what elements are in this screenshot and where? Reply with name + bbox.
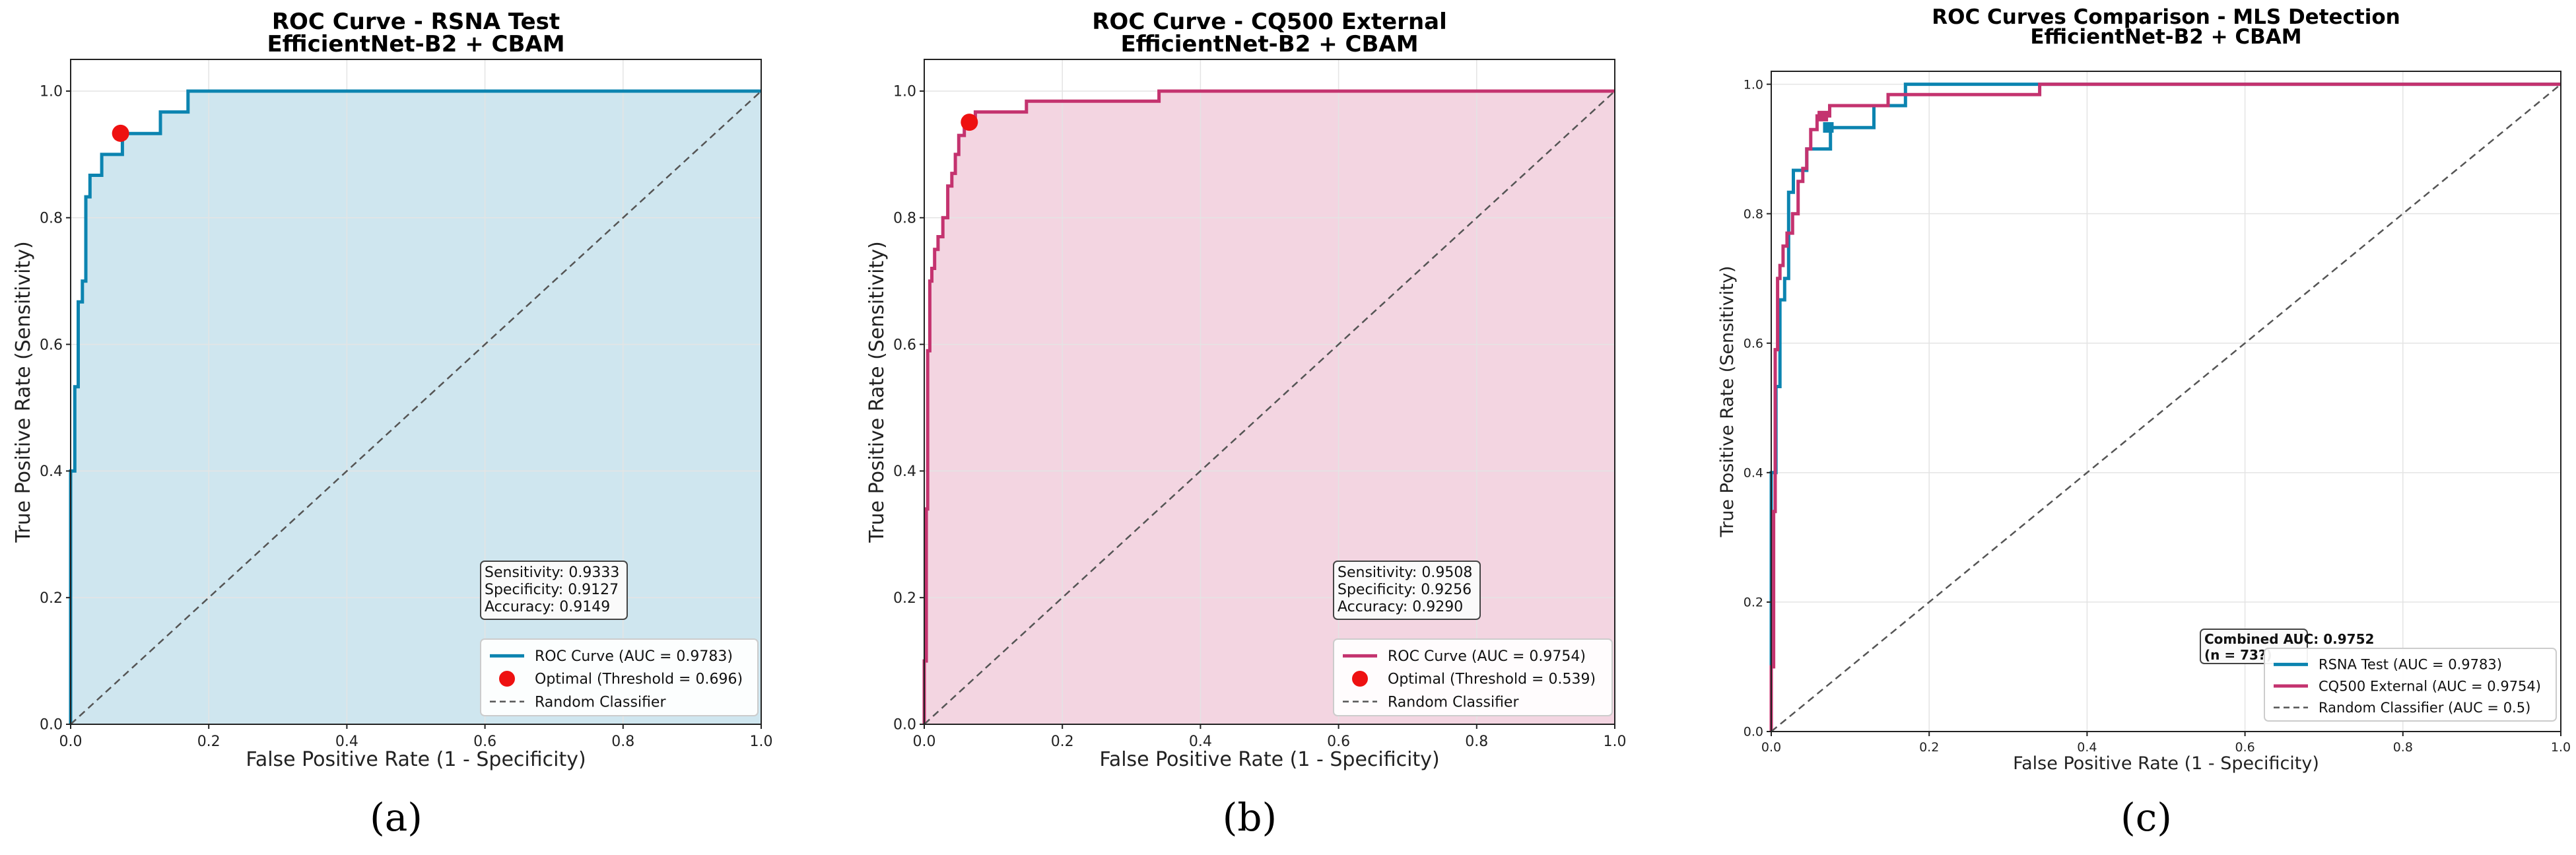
metrics-annotation-text: Specificity: 0.9256 xyxy=(1338,582,1472,598)
legend-label: ROC Curve (AUC = 0.9754) xyxy=(1388,648,1586,665)
panel-label: (b) xyxy=(1223,795,1277,840)
metrics-annotation-text: Accuracy: 0.9149 xyxy=(485,599,610,615)
x-tick-label: 0.0 xyxy=(1761,740,1781,755)
y-axis-label: True Positive Rate (Sensitivity) xyxy=(865,241,889,543)
optimal-point-marker xyxy=(1823,122,1834,133)
x-axis-label: False Positive Rate (1 - Specificity) xyxy=(1099,748,1439,771)
plot-area xyxy=(1771,71,2561,732)
metrics-annotation-text: Specificity: 0.9127 xyxy=(485,582,619,598)
y-tick-label: 0.4 xyxy=(1744,465,1763,480)
random-classifier-line xyxy=(70,90,762,725)
y-tick-label: 1.0 xyxy=(1744,77,1763,92)
legend-label: Random Classifier xyxy=(535,694,666,710)
legend-label: CQ500 External (AUC = 0.9754) xyxy=(2319,678,2541,694)
x-tick-label: 1.0 xyxy=(750,734,773,750)
legend-label: Random Classifier xyxy=(1388,694,1519,710)
chart-title: ROC Curve - RSNA Test xyxy=(272,9,560,35)
chart-title: ROC Curves Comparison - MLS Detection xyxy=(1932,5,2400,29)
x-tick-label: 0.8 xyxy=(2393,740,2413,755)
metrics-annotation-text: (n = 73?) xyxy=(2204,647,2272,663)
y-axis-label: True Positive Rate (Sensitivity) xyxy=(12,241,35,543)
legend-marker-swatch xyxy=(1352,671,1368,687)
legend-label: Optimal (Threshold = 0.539) xyxy=(1388,671,1596,688)
y-tick-label: 0.4 xyxy=(893,463,916,480)
y-tick-label: 0.8 xyxy=(893,210,916,226)
x-axis-label: False Positive Rate (1 - Specificity) xyxy=(246,748,586,771)
legend-box xyxy=(1333,638,1613,716)
legend-label: Random Classifier (AUC = 0.5) xyxy=(2319,700,2530,716)
roc-curve-line xyxy=(1769,83,2561,732)
x-tick-label: 0.6 xyxy=(2235,740,2254,755)
axes-frame xyxy=(70,59,762,725)
x-tick-label: 0.0 xyxy=(59,734,83,750)
axes-frame xyxy=(1771,71,2561,732)
chart-panel-3: 0.0 0.2 0.4 0.6 0.8 1.0 0.0 0.2 0.4 0.6 0.8 1.0 ROC … xyxy=(1717,5,2571,840)
panel-label: (c) xyxy=(2120,795,2172,840)
metrics-annotation-text: Combined AUC: 0.9752 xyxy=(2204,631,2374,647)
x-tick-label: 0.2 xyxy=(1919,740,1939,755)
random-classifier-line xyxy=(924,90,1615,725)
x-tick-label: 0.2 xyxy=(197,734,220,750)
x-tick-label: 0.4 xyxy=(1189,734,1212,750)
optimal-point-marker xyxy=(961,114,978,131)
metrics-annotation-text: Accuracy: 0.9290 xyxy=(1338,599,1463,615)
panel-label: (a) xyxy=(370,795,423,840)
legend-label: RSNA Test (AUC = 0.9783) xyxy=(2319,657,2502,673)
x-tick-label: 0.8 xyxy=(1465,734,1488,750)
x-tick-label: 0.0 xyxy=(913,734,936,750)
x-tick-label: 1.0 xyxy=(2551,740,2571,755)
roc-curve-line xyxy=(1769,83,2561,732)
y-tick-label: 0.2 xyxy=(40,590,63,607)
roc-curve-line xyxy=(69,89,761,724)
y-tick-label: 0.8 xyxy=(40,210,63,226)
optimal-point-marker xyxy=(1817,110,1829,121)
axes-frame xyxy=(924,59,1615,725)
legend-box xyxy=(480,638,759,716)
metrics-annotation-text: Sensitivity: 0.9508 xyxy=(1338,564,1472,581)
metrics-annotation-text: Sensitivity: 0.9333 xyxy=(485,564,619,581)
chart-subtitle: EfficientNet-B2 + CBAM xyxy=(267,31,564,57)
y-tick-label: 0.2 xyxy=(1744,596,1763,610)
y-tick-label: 0.8 xyxy=(1744,207,1763,221)
random-classifier-line xyxy=(1771,83,2561,732)
chart-panel-2: 0.0 0.2 0.4 0.6 0.8 1.0 0.0 0.2 0.4 0.6 0.8 1.0 ROC … xyxy=(865,9,1627,840)
x-tick-label: 0.6 xyxy=(1327,734,1350,750)
legend-marker-swatch xyxy=(499,671,515,687)
x-tick-label: 0.4 xyxy=(335,734,358,750)
y-tick-label: 0.4 xyxy=(40,463,63,480)
x-tick-label: 0.8 xyxy=(611,734,634,750)
y-tick-label: 0.6 xyxy=(1744,336,1763,351)
metrics-annotation-box xyxy=(480,561,628,620)
y-tick-label: 0.6 xyxy=(40,337,63,353)
y-tick-label: 0.0 xyxy=(893,717,916,734)
y-tick-label: 1.0 xyxy=(893,84,916,100)
metrics-annotation-box xyxy=(1333,561,1481,620)
y-tick-label: 0.2 xyxy=(893,590,916,607)
x-tick-label: 1.0 xyxy=(1604,734,1627,750)
chart-subtitle: EfficientNet-B2 + CBAM xyxy=(2030,25,2301,49)
x-tick-label: 0.2 xyxy=(1051,734,1074,750)
x-tick-label: 0.6 xyxy=(473,734,496,750)
y-axis-label: True Positive Rate (Sensitivity) xyxy=(1717,266,1738,538)
y-tick-label: 0.0 xyxy=(1744,725,1763,739)
legend-label: Optimal (Threshold = 0.696) xyxy=(535,671,743,688)
x-axis-label: False Positive Rate (1 - Specificity) xyxy=(2013,753,2319,774)
x-tick-label: 0.4 xyxy=(2077,740,2097,755)
y-tick-label: 0.6 xyxy=(893,337,916,353)
chart-subtitle: EfficientNet-B2 + CBAM xyxy=(1120,31,1418,57)
roc-curve-line xyxy=(922,89,1615,724)
y-tick-label: 1.0 xyxy=(40,84,63,100)
chart-title: ROC Curve - CQ500 External xyxy=(1092,9,1447,35)
legend-label: ROC Curve (AUC = 0.9783) xyxy=(535,648,733,665)
chart-panel-1: 0.0 0.2 0.4 0.6 0.8 1.0 0.0 0.2 0.4 0.6 0.8 1.0 ROC … xyxy=(12,9,773,840)
legend-box xyxy=(2264,648,2557,722)
y-tick-label: 0.0 xyxy=(40,717,63,734)
optimal-point-marker xyxy=(112,124,129,142)
